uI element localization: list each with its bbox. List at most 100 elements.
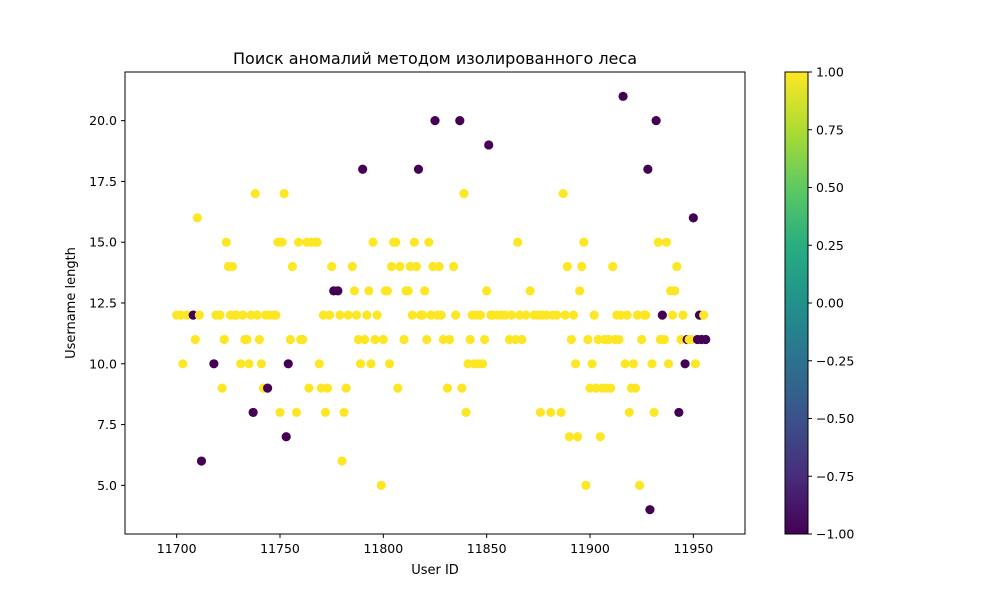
y-tick-label: 20.0 [89,113,117,128]
inlier-point [587,359,597,369]
inlier-point [349,286,359,296]
y-axis-label: Username length [64,247,79,359]
inlier-point [573,432,583,442]
outlier-point [283,359,293,369]
y-tick-label: 12.5 [89,296,117,311]
inlier-point [699,310,709,320]
inlier-point [434,261,444,272]
inlier-point [368,237,378,247]
inlier-point [451,310,461,320]
inlier-point [256,359,266,369]
outlier-point [455,116,465,126]
inlier-point [589,310,599,320]
inlier-point [360,334,370,345]
x-tick-label: 11900 [570,541,610,556]
x-tick-label: 11750 [260,541,300,556]
y-tick-label: 17.5 [89,174,117,189]
inlier-point [322,383,333,393]
inlier-point [628,359,639,369]
inlier-point [641,310,651,320]
y-tick-label: 10.0 [89,356,117,371]
x-axis-label: User ID [411,563,459,578]
inlier-point [341,383,351,393]
inlier-point [192,213,202,223]
colorbar-tick-label: 0.25 [816,238,844,253]
inlier-point [391,237,401,247]
colorbar-tick-label: −1.00 [816,527,854,542]
inlier-point [314,359,324,369]
inlier-point [219,334,229,345]
inlier-point [343,310,353,320]
inlier-point [583,334,593,345]
inlier-point [477,359,488,369]
y-axis-ticks: 5.0 7.5 10.0 12.5 15.0 17.5 20.0 [89,113,125,493]
inlier-point [387,261,397,272]
inlier-point [558,188,568,199]
inlier-point [366,359,376,369]
inlier-point [661,237,672,247]
inlier-point [376,480,386,490]
outlier-point [248,407,258,418]
inlier-point [570,359,581,369]
inlier-point [215,310,225,320]
inlier-point [525,286,535,296]
outlier-point [484,140,494,150]
inlier-point [347,261,357,272]
inlier-point [304,383,314,393]
y-tick-label: 15.0 [89,235,117,250]
inlier-point [556,407,566,418]
inlier-point [552,310,562,320]
inlier-point [546,407,556,418]
outlier-point [651,116,661,126]
inlier-point [668,310,678,320]
colorbar-tick-label: 1.00 [816,65,844,80]
inlier-point [277,237,287,247]
plot-frame [124,71,746,535]
inlier-point [566,334,577,345]
inlier-point [378,334,388,345]
colorbar-tick-label: 0.50 [816,180,844,195]
inlier-point [562,261,572,272]
outlier-point [281,432,291,442]
outlier-point [688,213,698,223]
inlier-point [418,310,428,320]
inlier-point [364,286,374,296]
inlier-point [242,334,252,345]
inlier-point [449,261,459,272]
outlier-point [263,383,273,393]
inlier-point [351,310,362,320]
colorbar-tick-label: −0.25 [816,353,854,368]
inlier-point [513,237,523,247]
inlier-point [279,188,289,199]
x-tick-label: 11850 [467,541,507,556]
inlier-point [244,359,254,369]
x-tick-label: 11800 [363,541,403,556]
inlier-point [521,310,531,320]
inlier-point [275,407,285,418]
outlier-point [645,505,655,515]
inlier-point [649,407,659,418]
inlier-point [459,188,469,199]
inlier-point [595,432,605,442]
chart-title: Поиск аномалий методом изолированного ле… [233,49,637,68]
inlier-point [403,286,413,296]
inlier-point [250,188,260,199]
inlier-point [236,359,246,369]
inlier-point [614,334,624,345]
inlier-point [624,407,634,418]
inlier-point [409,237,419,247]
inlier-point [395,261,405,272]
inlier-point [622,310,632,320]
inlier-point [335,310,345,320]
inlier-point [635,480,645,490]
outlier-point [674,407,684,418]
inlier-point [298,334,308,345]
inlier-point [252,310,262,320]
inlier-point [407,310,417,320]
inlier-point [411,261,421,272]
inlier-point [678,310,688,320]
inlier-point [480,334,490,345]
inlier-point [659,334,670,345]
outlier-point [618,91,628,101]
